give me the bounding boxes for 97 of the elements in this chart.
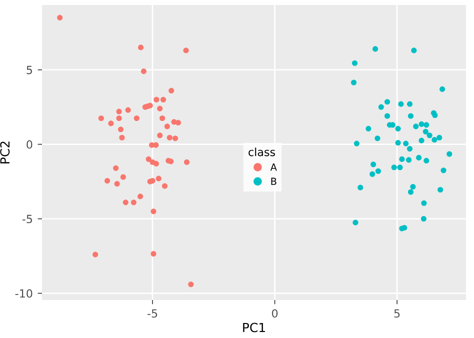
point (98, 115, 104, 122)
point (424, 158, 430, 164)
legend-label: A (270, 164, 277, 171)
point (116, 115, 122, 122)
point (378, 104, 384, 110)
y-tick-label: -10 (15, 289, 32, 298)
point (122, 200, 128, 206)
point (416, 154, 422, 160)
point (160, 115, 166, 122)
point (188, 282, 194, 288)
point (372, 46, 378, 52)
point (446, 151, 452, 157)
point (138, 44, 144, 50)
point (399, 156, 405, 162)
point (116, 108, 122, 114)
point (402, 224, 408, 231)
point (140, 68, 146, 74)
point (175, 120, 181, 126)
point (184, 159, 190, 165)
point (150, 251, 156, 257)
point (168, 88, 174, 94)
point (183, 48, 189, 54)
point (130, 200, 136, 206)
point (350, 80, 357, 86)
point (57, 14, 63, 20)
point (397, 164, 403, 170)
point (391, 164, 397, 170)
point (398, 101, 404, 107)
point (406, 157, 412, 163)
point (118, 126, 124, 132)
point (156, 176, 162, 182)
point (134, 115, 140, 122)
point (157, 106, 163, 112)
point (440, 86, 446, 92)
point (119, 134, 125, 140)
point (421, 200, 427, 206)
legend-label: B (271, 178, 276, 185)
point (406, 101, 413, 107)
y-tick-label: -5 (22, 214, 32, 224)
point (418, 138, 424, 144)
point (408, 113, 414, 119)
point (354, 140, 360, 146)
point (138, 194, 144, 200)
point (408, 189, 414, 195)
x-axis-title: PC1 (243, 322, 265, 332)
point (420, 216, 426, 222)
point (150, 208, 156, 214)
point (432, 137, 438, 143)
point (166, 134, 172, 140)
point (384, 99, 390, 105)
point (120, 174, 126, 180)
point (164, 124, 170, 130)
point (426, 132, 432, 138)
point (440, 168, 446, 174)
point (358, 184, 364, 190)
point (395, 126, 401, 132)
point (374, 136, 380, 142)
point (352, 220, 358, 226)
y-tick-label: 0 (26, 140, 32, 149)
point (424, 122, 430, 128)
point (370, 162, 376, 168)
point (113, 165, 119, 171)
y-axis-title: PC2 (0, 142, 10, 164)
point (375, 168, 381, 174)
point (403, 140, 409, 146)
legend-title: class (248, 148, 276, 156)
point (92, 252, 98, 258)
point (153, 160, 159, 166)
point (114, 181, 120, 187)
point (436, 134, 442, 140)
point (366, 126, 372, 132)
point (146, 156, 152, 162)
point (104, 178, 110, 184)
point (410, 184, 416, 190)
point (384, 113, 390, 119)
point (411, 48, 417, 54)
point (108, 120, 114, 126)
point (168, 158, 174, 164)
point (172, 136, 178, 142)
point (352, 60, 358, 66)
point (422, 128, 428, 134)
point (418, 121, 424, 127)
point (160, 96, 166, 102)
point (406, 146, 413, 152)
x-tick-label: -5 (148, 309, 158, 318)
point (125, 107, 131, 113)
point (438, 186, 444, 193)
point (413, 124, 419, 130)
point (162, 183, 168, 189)
point (395, 140, 401, 146)
x-tick-label: 0 (272, 309, 278, 318)
point (370, 171, 376, 177)
point (157, 132, 163, 138)
point (153, 142, 159, 148)
y-tick-label: 5 (26, 66, 32, 74)
point (154, 96, 160, 102)
x-tick-label: 5 (394, 309, 400, 318)
